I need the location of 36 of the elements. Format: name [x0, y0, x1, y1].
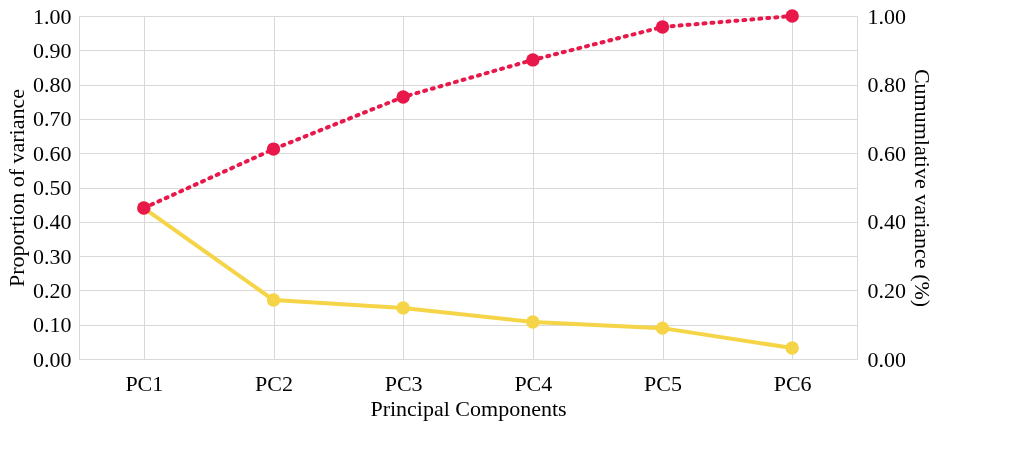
y-tick-label: 0.30 [33, 243, 72, 269]
point [655, 321, 670, 335]
point [396, 90, 410, 104]
y2-axis-title: Cumumlative variance (%) [910, 68, 935, 308]
y2-tick-label: 0.80 [867, 72, 906, 98]
y2-tick-label: 0.40 [867, 209, 906, 235]
y-axis-title: Proportion of variance [4, 89, 29, 287]
y-tick-label: 0.40 [33, 209, 72, 235]
x-axis-title: Principal Components [370, 395, 567, 421]
y-tick-label: 0.00 [33, 346, 72, 372]
y-tick-label: 0.90 [33, 37, 72, 63]
point [785, 341, 799, 355]
y2-tick-label: 0.00 [867, 346, 906, 372]
x-tick-label: PC6 [773, 370, 812, 396]
y-tick-label: 0.70 [33, 106, 72, 132]
y-tick-label: 0.50 [33, 175, 72, 200]
x-tick-label: PC3 [384, 370, 423, 396]
y-tick-label: 1.00 [33, 3, 72, 29]
point [526, 53, 540, 67]
point [266, 142, 281, 156]
point [396, 301, 410, 315]
y-tick-label: 0.80 [33, 72, 72, 98]
y2-tick-label: 0.20 [867, 277, 906, 303]
point [266, 293, 281, 307]
point [785, 9, 799, 23]
x-tick-label: PC2 [255, 370, 293, 396]
y-tick-label: 0.60 [33, 140, 72, 166]
x-tick-label: PC1 [125, 370, 164, 396]
y-tick-label: 0.20 [33, 277, 72, 303]
x-tick-label: PC4 [514, 370, 553, 396]
point [655, 20, 670, 34]
x-tick-label: PC5 [644, 370, 682, 396]
y2-tick-label: 0.60 [867, 140, 906, 166]
y2-tick-label: 1.00 [867, 3, 906, 29]
point [526, 315, 540, 329]
y-tick-label: 0.10 [33, 312, 72, 338]
